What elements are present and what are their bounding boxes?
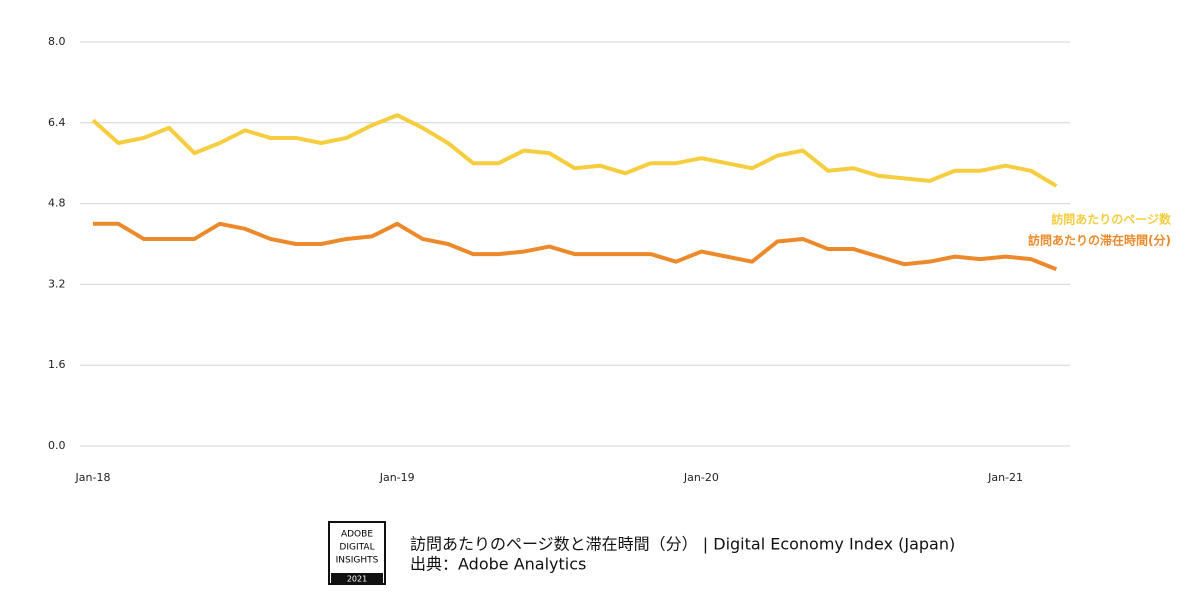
x-tick-label: Jan-21 [987,471,1023,484]
line [91,113,1058,188]
footer-source: 出典：Adobe Analytics [410,555,586,574]
x-tick-label: Jan-18 [75,471,111,484]
y-tick-label: 3.2 [48,277,66,290]
footer-title: 訪問あたりのページ数と滞在時間（分） | Digital Economy Ind… [410,535,955,554]
x-tick-label: Jan-20 [683,471,719,484]
y-tick-label: 1.6 [48,358,66,371]
badge-text: DIGITAL [339,543,374,553]
legend-label: 訪問あたりのページ数 [1051,212,1172,227]
y-tick-label: 0.0 [48,439,66,452]
legend-label: 訪問あたりの滞在時間(分) [1028,233,1171,248]
y-tick-label: 6.4 [48,116,66,129]
badge-band [331,573,383,584]
badge-text: INSIGHTS [336,556,379,566]
badge-text: ADOBE [341,530,373,540]
y-tick-label: 4.8 [48,197,66,210]
line [93,221,1058,272]
badge-year: 2021 [347,575,367,584]
x-tick-label: Jan-19 [379,471,415,484]
y-tick-label: 8.0 [48,35,66,48]
